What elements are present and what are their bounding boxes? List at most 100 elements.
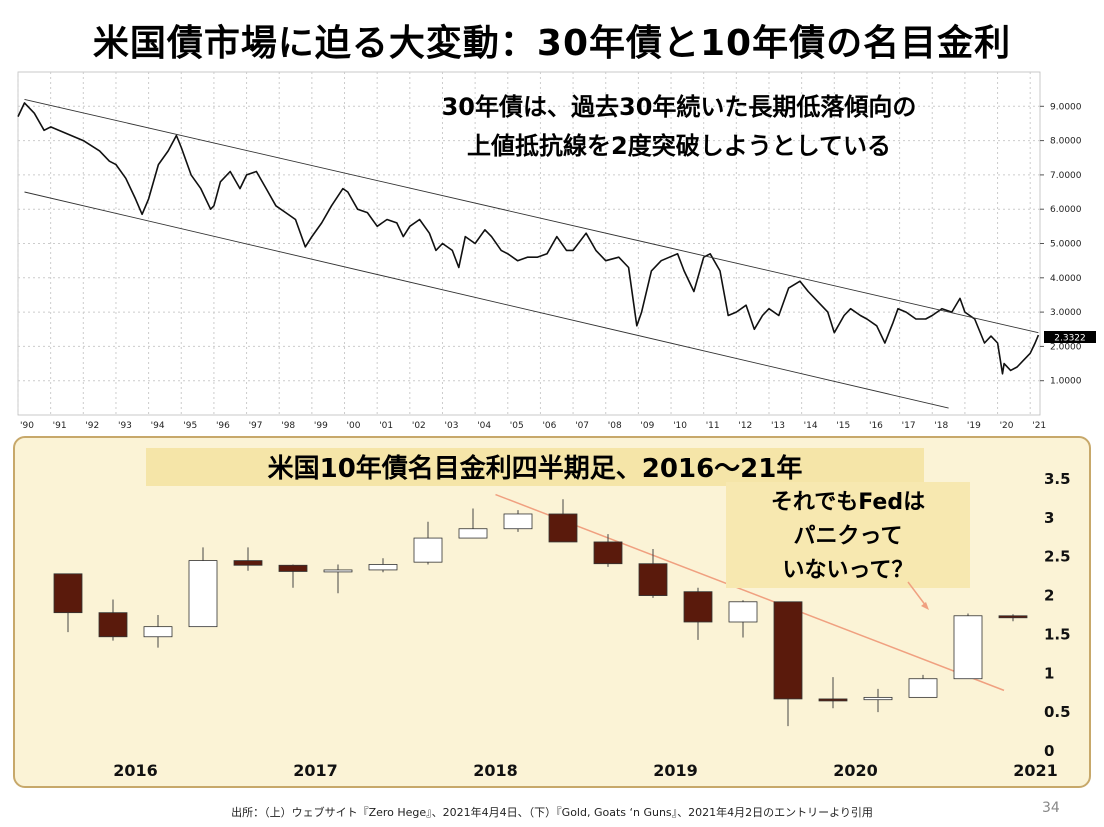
bottom-y-tick-label: 0.5 xyxy=(1044,703,1071,721)
bottom-x-label: 2017 xyxy=(293,761,338,780)
top-x-tick-label: '08 xyxy=(608,421,622,431)
page-number: 34 xyxy=(1042,800,1060,816)
top-x-tick-label: '91 xyxy=(53,421,67,431)
top-y-tick-label: 2.0000 xyxy=(1050,342,1082,352)
candle xyxy=(368,558,398,573)
top-x-tick-label: '90 xyxy=(20,421,34,431)
candle-body xyxy=(368,564,398,571)
bottom-x-label: 2019 xyxy=(653,761,698,780)
note-box xyxy=(726,482,970,588)
bottom-y-axis: 0 0.5 1 1.5 2 2.5 3 3.5 xyxy=(1044,470,1071,760)
bottom-x-label: 2021 xyxy=(1013,761,1058,780)
top-x-tick-label: '03 xyxy=(445,421,459,431)
candle xyxy=(998,614,1028,622)
top-x-tick-label: '16 xyxy=(869,421,883,431)
candle-body xyxy=(458,528,488,539)
note-line-1: それでもFedは xyxy=(771,490,925,515)
candle xyxy=(908,674,938,698)
top-x-tick-label: '98 xyxy=(281,421,295,431)
thirty-year-yield-line xyxy=(17,102,1040,375)
top-series xyxy=(17,98,1040,409)
bottom-y-tick-label: 3 xyxy=(1044,509,1054,527)
top-x-tick-label: '93 xyxy=(118,421,132,431)
bottom-x-axis: 2016 2017 2018 2019 2020 2021 xyxy=(113,761,1058,780)
candle-body xyxy=(53,573,83,614)
annotation-line-1: 30年債は、過去30年続いた長期低落傾向の xyxy=(442,93,917,121)
last-value-text: 2.3322 xyxy=(1054,334,1086,344)
top-x-tick-label: '09 xyxy=(640,421,654,431)
top-y-tick-label: 8.0000 xyxy=(1050,137,1082,147)
top-x-tick-label: '94 xyxy=(151,421,165,431)
candle-body xyxy=(908,678,938,698)
top-annotation: 30年債は、過去30年続いた長期低落傾向の 上値抵抗線を2度突破しようとしている xyxy=(442,93,917,160)
note-line-2: パニクって xyxy=(794,524,903,549)
top-x-tick-label: '06 xyxy=(542,421,556,431)
bottom-y-tick-label: 1.5 xyxy=(1044,625,1071,643)
candle xyxy=(278,564,308,588)
bottom-x-label: 2016 xyxy=(113,761,158,780)
top-y-tick-label: 7.0000 xyxy=(1050,171,1082,181)
top-x-tick-label: '13 xyxy=(771,421,785,431)
candle-body xyxy=(638,563,668,596)
top-x-tick-label: '18 xyxy=(934,421,948,431)
top-x-tick-label: '01 xyxy=(379,421,393,431)
ten-year-candlestick-chart: 米国10年債名目金利四半期足、2016～21年 0 0.5 1 1.5 2 2.5 3 3.5… xyxy=(53,448,1071,780)
candle xyxy=(593,534,623,567)
top-x-tick-label: '95 xyxy=(183,421,197,431)
source-footnote: 出所：（上）ウェブサイト『Zero Hege』、2021年4月4日、（下）『Go… xyxy=(231,806,873,819)
bottom-y-tick-label: 2.5 xyxy=(1044,548,1071,566)
top-y-tick-label: 3.0000 xyxy=(1050,308,1082,318)
top-y-tick-label: 5.0000 xyxy=(1050,240,1082,250)
candle xyxy=(773,601,803,727)
candle xyxy=(98,599,128,641)
candle xyxy=(323,564,353,594)
candle-body xyxy=(143,626,173,638)
channel-line xyxy=(24,191,949,409)
bottom-y-tick-label: 3.5 xyxy=(1044,470,1071,488)
top-y-tick-label: 1.0000 xyxy=(1050,377,1082,387)
candle xyxy=(683,587,713,640)
channel-line xyxy=(24,98,1039,334)
thirty-year-yield-chart: 1.0000 2.0000 3.0000 4.0000 5.0000 6.0000 7.00… xyxy=(17,71,1096,431)
slide-title: 米国債市場に迫る大変動：30年債と10年債の名目金利 xyxy=(92,23,1012,64)
top-x-tick-label: '21 xyxy=(1032,421,1046,431)
bottom-y-tick-label: 1 xyxy=(1044,664,1054,682)
top-grid xyxy=(17,71,1041,416)
top-y-tick-label: 4.0000 xyxy=(1050,274,1082,284)
top-x-tick-label: '20 xyxy=(1000,421,1014,431)
top-x-tick-label: '11 xyxy=(706,421,720,431)
top-x-axis: '90 '91 '92 '93 '94 '95 '96 '97 '98 '99 '00 '01 '02 '… xyxy=(20,421,1046,431)
top-x-tick-label: '14 xyxy=(804,421,818,431)
last-value-box xyxy=(1044,331,1096,343)
candle xyxy=(863,688,893,713)
candle-body xyxy=(98,612,128,638)
top-x-tick-label: '97 xyxy=(249,421,263,431)
candle xyxy=(413,521,443,565)
top-x-tick-label: '00 xyxy=(347,421,361,431)
top-x-tick-label: '17 xyxy=(902,421,916,431)
top-x-tick-label: '02 xyxy=(412,421,426,431)
candle-body xyxy=(998,615,1028,619)
bottom-y-tick-label: 2 xyxy=(1044,587,1054,605)
note-arrow-head xyxy=(921,602,929,610)
last-value-label: 2.3322 xyxy=(1044,331,1096,344)
candle xyxy=(953,613,983,680)
note-line-3: いないって？ xyxy=(783,558,914,583)
ten-year-chart-title: 米国10年債名目金利四半期足、2016～21年 xyxy=(268,453,803,484)
bottom-x-label: 2020 xyxy=(833,761,878,780)
candles xyxy=(53,499,1028,727)
candle-body xyxy=(593,541,623,565)
candle xyxy=(818,677,848,709)
annotation-line-2: 上値抵抗線を2度突破しようとしている xyxy=(467,132,891,160)
candle-body xyxy=(953,615,983,680)
note-arrow xyxy=(907,581,927,607)
top-x-tick-label: '19 xyxy=(967,421,981,431)
candle xyxy=(458,508,488,539)
candle-body xyxy=(548,513,578,543)
candle xyxy=(53,573,83,633)
candle xyxy=(638,548,668,598)
candle xyxy=(188,547,218,628)
bottom-y-tick-label: 0 xyxy=(1044,742,1054,760)
candle-body xyxy=(683,591,713,623)
candle-body xyxy=(728,601,758,623)
